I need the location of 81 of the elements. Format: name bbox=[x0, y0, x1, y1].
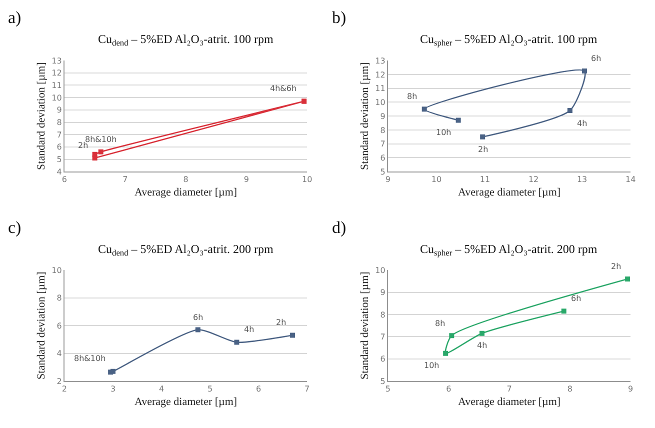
x-tick-label: 12 bbox=[528, 175, 539, 184]
annotation: 4h bbox=[477, 341, 488, 350]
x-tick-label: 7 bbox=[122, 175, 128, 184]
y-tick-label: 9 bbox=[380, 288, 386, 298]
x-tick-label: 8 bbox=[183, 175, 188, 184]
text: a) bbox=[8, 8, 22, 27]
annotation: 4h bbox=[577, 119, 588, 128]
x-axis-title: Average diameter [µm] bbox=[134, 186, 238, 198]
annotation: 6h bbox=[571, 294, 582, 303]
chart-title: Cu$_{spher}$ – 5%ED Al₂O₃-atrit. 200 rpm bbox=[420, 242, 598, 258]
y-tick-label: 13 bbox=[52, 56, 62, 66]
annotation: 8h bbox=[435, 319, 446, 328]
x-axis-title: Average diameter [µm] bbox=[458, 396, 561, 408]
y-tick-label: 9 bbox=[380, 112, 386, 121]
y-tick-label: 6 bbox=[56, 321, 62, 330]
y-tick-label: 7 bbox=[380, 140, 386, 149]
y-tick-label: 13 bbox=[375, 56, 386, 66]
x-tick-label: 10 bbox=[431, 175, 442, 184]
y-tick-label: 8 bbox=[380, 310, 386, 320]
x-tick-label: 10 bbox=[302, 175, 312, 184]
y-axis-title: Standard deviation [µm] bbox=[358, 62, 371, 170]
chart-title: Cu$_{dend}$ – 5%ED Al₂O₃-atrit. 200 rpm bbox=[98, 242, 274, 258]
y-tick-label: 10 bbox=[52, 93, 62, 102]
x-tick-label: 14 bbox=[626, 175, 636, 184]
y-axis-title: Standard deviation [µm] bbox=[358, 272, 371, 380]
annotation: 8h&10h bbox=[74, 354, 106, 363]
annotation: 2h bbox=[276, 318, 286, 327]
y-tick-label: 10 bbox=[375, 98, 386, 108]
annotation: 6h bbox=[591, 54, 602, 63]
annotation: 8h&10h bbox=[85, 135, 117, 144]
x-tick-label: 3 bbox=[110, 384, 116, 394]
y-tick-label: 6 bbox=[56, 142, 62, 152]
text: d) bbox=[332, 218, 346, 237]
y-tick-label: 8 bbox=[56, 118, 62, 128]
chart-title: Cu$_{dend}$ – 5%ED Al₂O₃-atrit. 100 rpm bbox=[98, 32, 274, 48]
y-tick-label: 12 bbox=[52, 68, 62, 78]
y-tick-label: 8 bbox=[380, 126, 386, 135]
annotation: 4h bbox=[244, 325, 254, 334]
y-axis-title: Standard deviation [µm] bbox=[35, 272, 48, 380]
text: b) bbox=[332, 8, 346, 27]
x-tick-label: 7 bbox=[506, 384, 512, 394]
y-tick-label: 5 bbox=[380, 376, 386, 386]
annotation: 6h bbox=[193, 313, 204, 322]
annotation: 10h bbox=[436, 128, 452, 137]
annotation: 2h bbox=[611, 262, 622, 271]
x-axis-title: Average diameter [µm] bbox=[458, 186, 561, 198]
annotation: 10h bbox=[424, 361, 440, 370]
y-tick-label: 4 bbox=[56, 167, 62, 176]
y-tick-label: 6 bbox=[380, 354, 386, 364]
x-tick-label: 6 bbox=[446, 384, 452, 394]
x-tick-label: 4 bbox=[158, 384, 164, 394]
x-tick-label: 11 bbox=[480, 175, 490, 184]
x-tick-label: 9 bbox=[628, 384, 634, 394]
y-tick-label: 8 bbox=[56, 294, 62, 303]
y-tick-label: 6 bbox=[380, 154, 386, 163]
x-tick-label: 6 bbox=[256, 384, 262, 394]
y-tick-label: 2 bbox=[56, 376, 62, 386]
y-tick-label: 10 bbox=[52, 266, 62, 275]
y-tick-label: 5 bbox=[56, 155, 62, 164]
y-tick-label: 9 bbox=[56, 106, 62, 115]
x-tick-label: 5 bbox=[207, 384, 213, 394]
y-tick-label: 7 bbox=[380, 332, 386, 342]
x-tick-label: 7 bbox=[304, 384, 310, 394]
annotation: 8h bbox=[407, 92, 418, 101]
chart-title: Cu$_{spher}$ – 5%ED Al₂O₃-atrit. 100 rpm bbox=[420, 32, 598, 48]
annotation: 2h bbox=[478, 145, 488, 154]
y-tick-label: 11 bbox=[375, 84, 386, 94]
y-tick-label: 4 bbox=[56, 349, 62, 358]
y-tick-label: 10 bbox=[375, 266, 386, 275]
text: c) bbox=[8, 218, 22, 237]
annotation: 4h&6h bbox=[270, 84, 297, 93]
y-tick-label: 5 bbox=[380, 167, 386, 176]
y-tick-label: 12 bbox=[375, 70, 386, 80]
y-tick-label: 7 bbox=[56, 130, 62, 140]
y-axis-title: Standard deviation [µm] bbox=[35, 62, 48, 170]
x-tick-label: 8 bbox=[567, 384, 572, 394]
y-tick-label: 11 bbox=[52, 81, 62, 90]
x-tick-label: 9 bbox=[244, 175, 249, 184]
x-axis-title: Average diameter [µm] bbox=[134, 396, 238, 408]
x-tick-label: 13 bbox=[576, 175, 588, 184]
annotation: 2h bbox=[78, 141, 88, 150]
